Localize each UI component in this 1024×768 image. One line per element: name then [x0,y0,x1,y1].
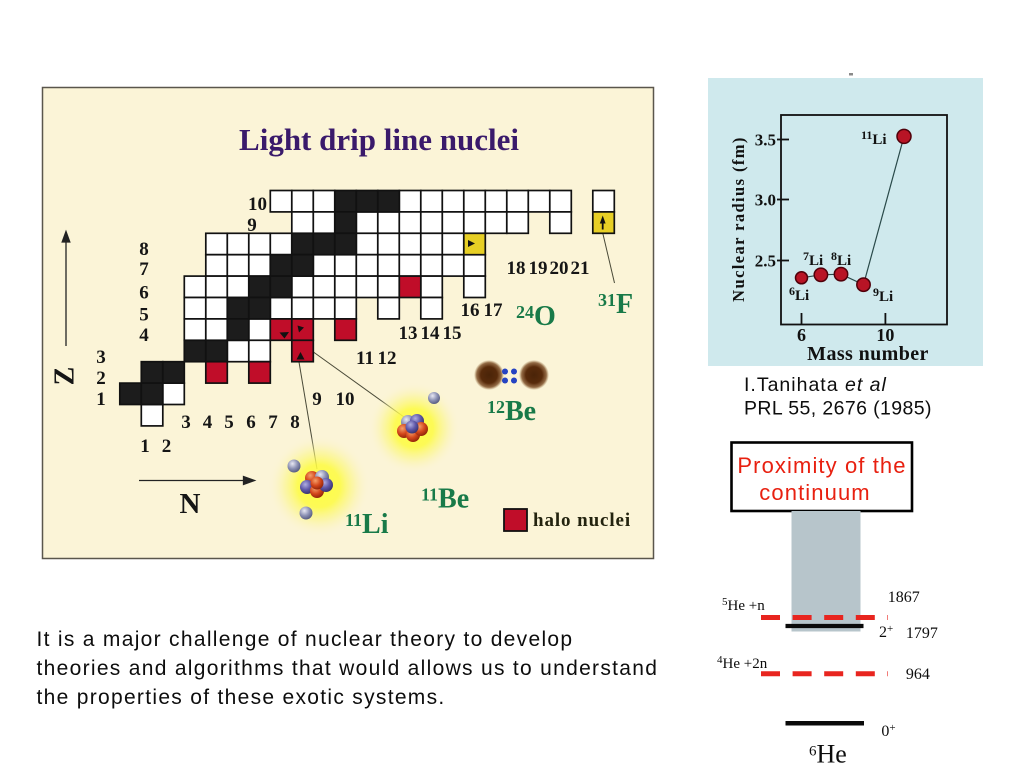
svg-text:4: 4 [203,412,213,433]
svg-text:3.5: 3.5 [755,131,776,150]
svg-text:9Li: 9Li [873,285,893,305]
svg-text:18: 18 [507,258,526,279]
svg-text:0+: 0+ [881,722,895,740]
svg-text:15: 15 [443,323,462,344]
svg-text:10: 10 [876,325,894,345]
svg-text:1: 1 [96,389,106,410]
svg-text:2: 2 [162,436,172,457]
svg-text:Light drip line nuclei: Light drip line nuclei [239,122,519,157]
svg-text:4He +2n: 4He +2n [717,654,768,672]
svg-text:3.0: 3.0 [755,191,776,210]
svg-text:6: 6 [797,325,806,345]
svg-text:6: 6 [139,283,149,304]
svg-text:6He: 6He [809,740,847,768]
svg-text:2+: 2+ [879,623,893,641]
svg-text:Z: Z [49,367,80,386]
svg-text:2.5: 2.5 [755,252,776,271]
svg-text:halo nuclei: halo nuclei [533,510,631,531]
svg-text:5: 5 [139,305,149,326]
svg-text:1797: 1797 [906,625,938,642]
svg-text:2: 2 [96,368,106,389]
svg-text:11Li: 11Li [345,509,389,540]
svg-text:It is a major challenge of nuc: It is a major challenge of nuclear theor… [37,628,574,651]
svg-text:14: 14 [421,323,441,344]
svg-text:N: N [180,488,201,520]
svg-text:13: 13 [399,323,418,344]
svg-text:8: 8 [290,412,300,433]
svg-text:964: 964 [906,666,930,683]
svg-text:7: 7 [268,412,278,433]
svg-text:1: 1 [140,436,150,457]
svg-text:5: 5 [224,412,234,433]
svg-text:11Li: 11Li [861,128,887,148]
svg-text:31F: 31F [598,289,633,320]
svg-text:10: 10 [248,194,267,215]
svg-text:11Be: 11Be [421,484,469,515]
svg-text:20: 20 [550,258,569,279]
svg-text:3: 3 [96,347,106,368]
svg-text:Mass number: Mass number [807,343,929,365]
svg-text:12Be: 12Be [487,396,536,427]
svg-text:I.Tanihata et al: I.Tanihata et al [744,374,887,396]
svg-text:3: 3 [181,412,191,433]
svg-text:5He +n: 5He +n [722,596,765,614]
svg-text:7: 7 [139,259,149,280]
svg-text:11: 11 [356,348,374,369]
svg-text:7Li: 7Li [803,249,823,269]
svg-text:theories and algorithms that w: theories and algorithms that would allow… [37,657,659,680]
svg-text:Nuclear radius (fm): Nuclear radius (fm) [729,136,748,302]
svg-text:24O: 24O [516,301,556,332]
svg-text:the properties of these exotic: the properties of these exotic systems. [37,686,446,709]
svg-text:Proximity of the: Proximity of the [737,453,906,478]
svg-text:continuum: continuum [759,480,870,505]
svg-text:19: 19 [529,258,548,279]
svg-text:6: 6 [246,412,256,433]
svg-text:9: 9 [312,389,322,410]
svg-text:1867: 1867 [888,589,920,606]
svg-text:16: 16 [461,300,480,321]
svg-text:9: 9 [247,215,257,236]
svg-text:4: 4 [139,325,149,346]
svg-text:6Li: 6Li [789,284,809,304]
svg-text:8: 8 [139,239,149,260]
svg-text:17: 17 [484,300,504,321]
svg-text:21: 21 [571,258,590,279]
svg-text:PRL 55, 2676 (1985): PRL 55, 2676 (1985) [744,398,932,420]
svg-text:12: 12 [378,348,397,369]
svg-text:8Li: 8Li [831,249,851,269]
svg-text:10: 10 [336,389,355,410]
